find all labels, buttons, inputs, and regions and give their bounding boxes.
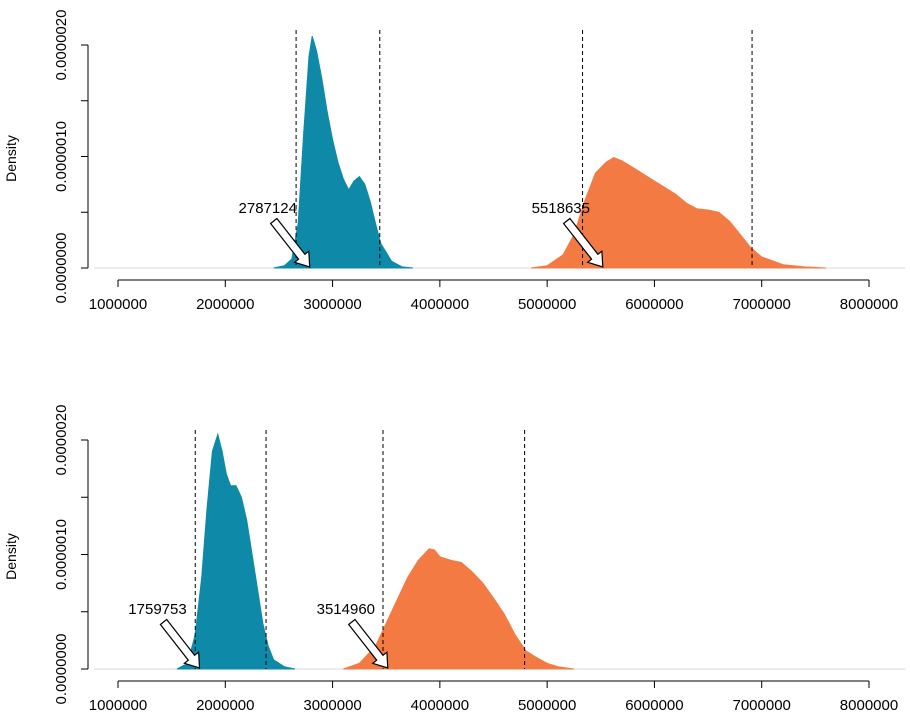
y-tick-label-1: 0.0000000 [53,634,70,705]
x-tick-label-7: 7000000 [733,697,791,714]
y-axis-label: Density [3,135,19,182]
x-tick-label-4: 4000000 [411,296,469,313]
x-tick-label-1: 1000000 [89,697,147,714]
x-tick-label-3: 3000000 [303,697,361,714]
panel-bottom: 1759753 3514960 1000000 2000000 3000000 40000… [3,405,905,714]
x-tick-label-6: 6000000 [625,296,683,313]
x-tick-label-4: 4000000 [411,697,469,714]
y-tick-label-5: 0.0000020 [53,10,70,81]
density-area-series-a [273,35,414,269]
y-axis-label: Density [3,533,19,580]
annotation-label-2: 5518635 [532,200,590,217]
x-tick-label-2: 2000000 [196,296,254,313]
y-tick-label-3: 0.0000010 [53,519,70,590]
density-area-series-b [343,548,575,670]
annotation-arrow-2 [347,618,389,669]
annotation-arrow-1 [159,618,201,669]
y-tick-label-1: 0.0000000 [53,233,70,304]
panel-top: 2787124 5518635 1000000 2000000 3000000 40000… [3,10,905,313]
annotation-label-1: 2787124 [239,200,297,217]
x-tick-label-5: 5000000 [518,296,576,313]
annotation-label-2: 3514960 [317,601,375,618]
density-area-series-a [176,432,296,670]
x-tick-label-1: 1000000 [89,296,147,313]
annotation-label-1: 1759753 [128,601,186,618]
x-tick-label-7: 7000000 [733,296,791,313]
x-tick-label-2: 2000000 [196,697,254,714]
annotation-arrow-2 [562,217,604,268]
y-tick-label-3: 0.0000010 [53,121,70,192]
x-tick-label-8: 8000000 [840,697,898,714]
density-area-series-b [530,157,827,269]
x-tick-label-5: 5000000 [518,697,576,714]
y-tick-label-5: 0.0000020 [53,405,70,476]
x-tick-label-8: 8000000 [840,296,898,313]
x-tick-label-6: 6000000 [625,697,683,714]
annotation-arrow-1 [269,217,311,268]
x-tick-label-3: 3000000 [303,296,361,313]
